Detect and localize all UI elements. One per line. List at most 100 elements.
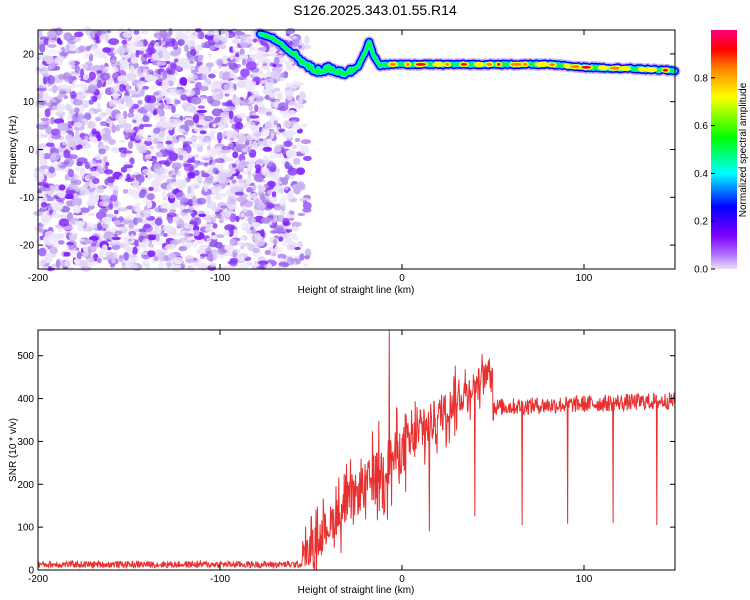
noise-blob [192, 142, 198, 148]
noise-blob [132, 180, 140, 187]
noise-blob [173, 257, 183, 265]
spectrogram-x-axis-label: Height of straight line (km) [298, 285, 415, 296]
noise-blob [88, 245, 97, 253]
noise-blob [298, 213, 306, 216]
noise-blob [254, 104, 258, 112]
noise-blob [154, 115, 160, 119]
noise-blob [38, 92, 43, 99]
noise-blob [211, 86, 222, 94]
noise-blob [256, 97, 263, 101]
colorbar-tick-label: 0.6 [694, 121, 708, 132]
signal-hotspot-core [549, 63, 555, 67]
noise-blob [292, 222, 302, 227]
noise-blob [122, 40, 128, 45]
noise-blob [122, 240, 133, 245]
noise-blob [180, 182, 188, 189]
noise-blob [303, 156, 312, 161]
noise-blob [115, 230, 122, 235]
noise-blob [193, 177, 197, 183]
signal-hotspot-core [486, 63, 493, 66]
noise-blob [252, 141, 258, 148]
noise-blob [153, 163, 160, 171]
noise-blob [47, 254, 55, 258]
noise-blob [38, 208, 47, 212]
noise-blob [219, 71, 224, 80]
noise-blob [286, 82, 292, 86]
noise-blob [47, 49, 58, 55]
noise-blob [152, 158, 157, 162]
noise-blob [194, 56, 198, 62]
noise-blob [126, 246, 133, 253]
noise-blob [75, 167, 82, 171]
noise-blob [221, 106, 230, 112]
noise-blob [77, 144, 83, 149]
noise-blob [220, 205, 227, 208]
noise-blob [267, 161, 274, 169]
noise-blob [98, 148, 106, 154]
noise-blob [112, 66, 119, 72]
noise-blob [126, 45, 136, 53]
noise-blob [209, 263, 216, 267]
noise-blob [75, 262, 79, 267]
noise-blob [148, 187, 154, 192]
noise-blob [216, 234, 225, 238]
noise-blob [79, 188, 89, 196]
noise-blob [229, 111, 234, 120]
noise-blob [128, 188, 133, 196]
noise-blob [99, 200, 110, 206]
noise-blob [270, 224, 277, 228]
noise-blob [182, 141, 192, 145]
noise-blob [43, 55, 53, 62]
noise-blob [261, 196, 266, 201]
noise-blob [219, 218, 228, 221]
noise-blob [58, 40, 62, 45]
noise-blob [104, 34, 108, 42]
noise-blob [203, 183, 210, 187]
noise-blob [257, 235, 263, 240]
noise-blob [291, 124, 301, 131]
noise-blob [110, 59, 116, 63]
y-tick-label: 0 [28, 145, 34, 156]
noise-blob [246, 116, 250, 122]
noise-blob [155, 152, 162, 158]
noise-blob [95, 154, 102, 161]
noise-blob [192, 75, 199, 80]
noise-blob [201, 173, 209, 177]
noise-blob [119, 140, 126, 143]
noise-blob [135, 218, 142, 223]
noise-blob [163, 233, 168, 237]
noise-blob [38, 248, 46, 257]
noise-blob [108, 44, 118, 48]
noise-blob [284, 238, 293, 244]
noise-blob [250, 193, 257, 200]
noise-blob [236, 113, 246, 119]
noise-blob [253, 38, 258, 42]
noise-blob [132, 206, 136, 209]
noise-blob [106, 118, 111, 122]
noise-blob [209, 254, 213, 262]
noise-blob [38, 224, 44, 227]
noise-blob [205, 162, 212, 165]
noise-blob [273, 144, 281, 153]
noise-blob [287, 191, 294, 200]
noise-blob [205, 224, 213, 230]
chart-title: S126.2025.343.01.55.R14 [293, 2, 457, 18]
noise-blob [165, 260, 174, 268]
noise-blob [171, 175, 176, 178]
noise-blob [253, 248, 260, 254]
noise-blob [188, 193, 194, 198]
noise-blob [252, 185, 256, 192]
noise-blob [280, 210, 285, 217]
noise-blob [47, 197, 54, 201]
y-tick-label: 500 [17, 351, 34, 362]
noise-blob [74, 175, 79, 180]
noise-blob [161, 80, 169, 89]
noise-blob [129, 157, 135, 164]
noise-blob [176, 62, 182, 66]
noise-blob [181, 264, 185, 269]
noise-blob [297, 241, 303, 249]
y-tick-label: -10 [20, 193, 35, 204]
noise-blob [273, 88, 280, 92]
